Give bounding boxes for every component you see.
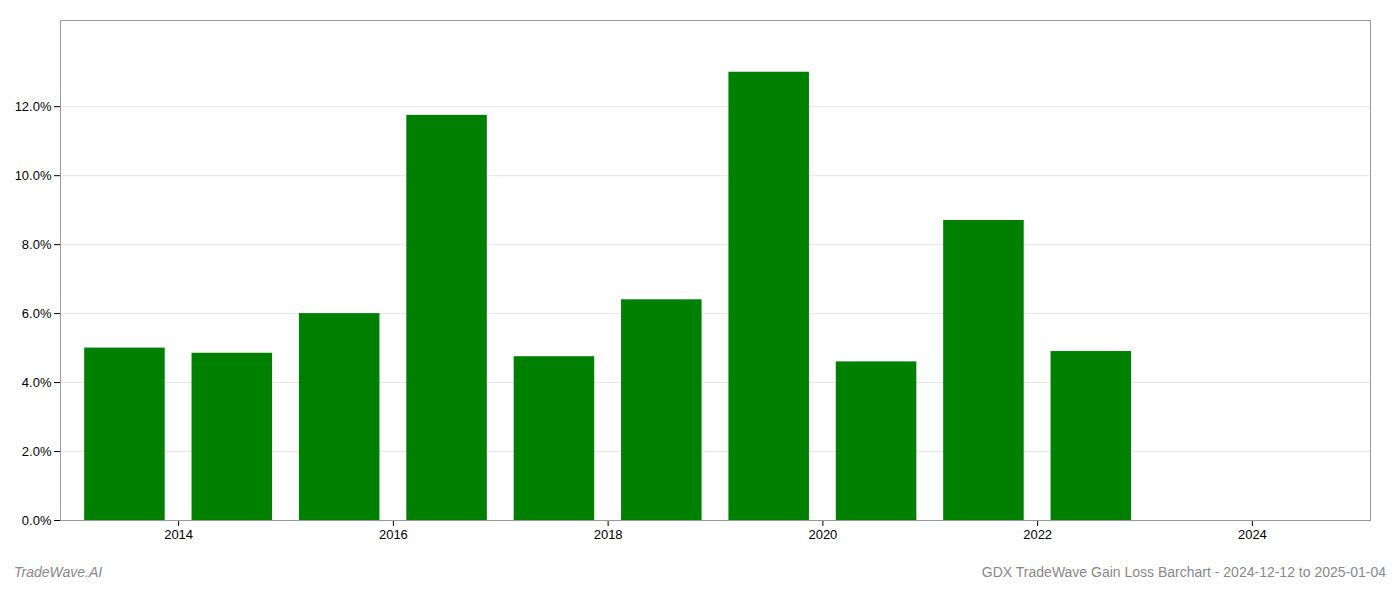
svg-text:2014: 2014 [164, 527, 193, 542]
html-text:GDX TradeWave Gain Loss Barcha: GDX TradeWave Gain Loss Barchart - 2024-… [981, 564, 1386, 580]
html-text:TradeWave.AI: TradeWave.AI [14, 564, 103, 580]
svg-text:2024: 2024 [1238, 527, 1267, 542]
svg-text:2018: 2018 [594, 527, 623, 542]
svg-text:8.0%: 8.0% [22, 237, 52, 252]
svg-text:2022: 2022 [1023, 527, 1052, 542]
svg-text:4.0%: 4.0% [22, 375, 52, 390]
svg-text:10.0%: 10.0% [15, 168, 52, 183]
svg-text:0.0%: 0.0% [22, 513, 52, 528]
svg-text:6.0%: 6.0% [22, 306, 52, 321]
svg-text:2020: 2020 [808, 527, 837, 542]
svg-text:2016: 2016 [379, 527, 408, 542]
svg-text:2.0%: 2.0% [22, 444, 52, 459]
svg-text:12.0%: 12.0% [15, 99, 52, 114]
